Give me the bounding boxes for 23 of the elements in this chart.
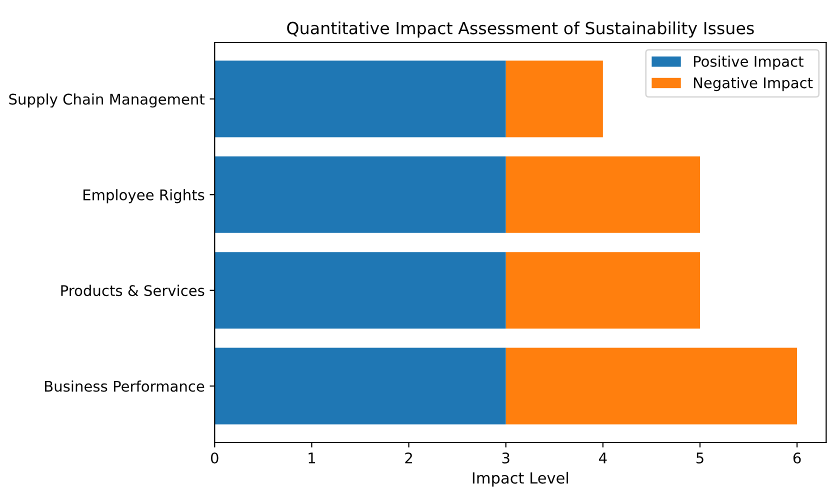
x-tick-label: 3 [502,452,510,464]
bar [214,156,506,233]
x-tick-label: 5 [696,452,704,464]
bar [506,60,603,138]
bar [214,60,506,138]
bar [214,252,506,329]
bar [214,348,506,424]
x-tick-label: 6 [793,452,801,464]
x-tick-label: 0 [210,452,218,464]
x-tick-label: 2 [405,452,412,464]
y-tick-label: Products & Services [61,284,204,296]
bar [506,252,700,329]
legend-label: Negative Impact [694,77,813,92]
y-tick-label: Business Performance [45,380,204,392]
bar [506,348,798,424]
bar [506,156,700,233]
y-tick-label: Employee Rights [84,189,204,204]
x-axis-title: Impact Level [472,472,568,487]
chart-title: Quantitative Impact Assessment of Sustainability Issues [287,22,754,38]
x-tick-label: 1 [308,452,316,464]
legend-label: Positive Impact [694,56,804,70]
y-tick-label: Supply Chain Management [9,93,205,108]
x-tick-label: 4 [598,452,607,464]
